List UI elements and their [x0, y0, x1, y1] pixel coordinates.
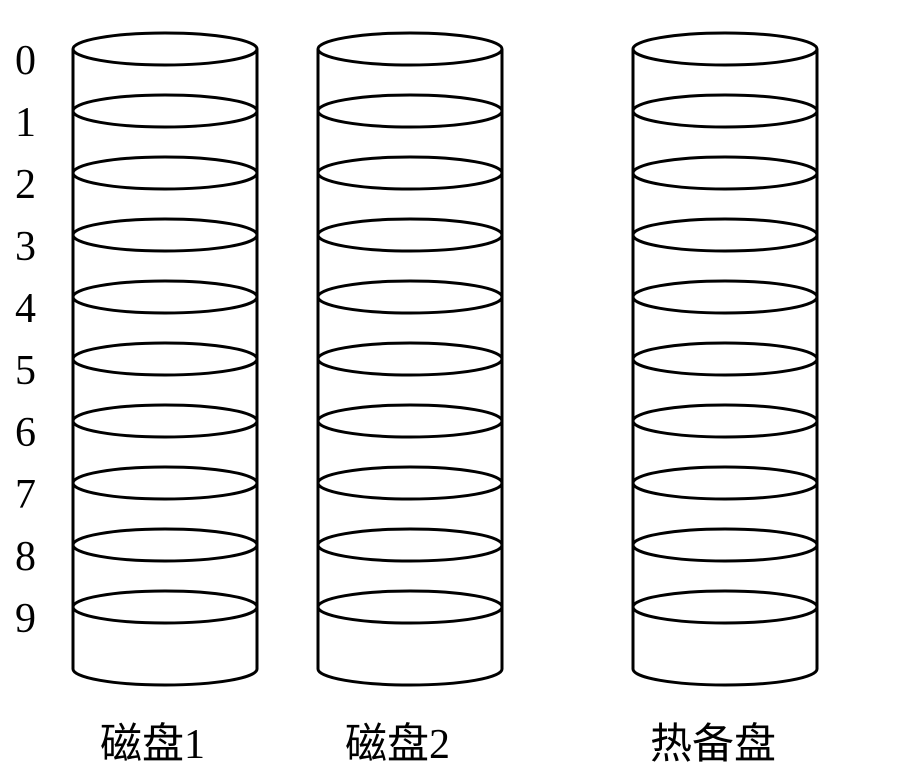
spare-disk-label: 热备盘: [650, 710, 776, 771]
row-label: 3: [15, 216, 36, 278]
row-label: 0: [15, 30, 36, 92]
disk-label-1: 磁盘1: [100, 710, 205, 771]
row-label: 1: [15, 92, 36, 154]
row-labels-column: 0 1 2 3 4 5 6 7 8 9: [15, 30, 36, 650]
row-label: 6: [15, 402, 36, 464]
row-label: 9: [15, 588, 36, 650]
row-label: 4: [15, 278, 36, 340]
disk-array-diagram: 0 1 2 3 4 5 6 7 8 9 磁盘1 磁盘2 热备盘: [0, 0, 898, 775]
disk-cylinder-1: [70, 30, 260, 688]
disk-label-2: 磁盘2: [345, 710, 450, 771]
row-label: 7: [15, 464, 36, 526]
row-label: 5: [15, 340, 36, 402]
row-label: 8: [15, 526, 36, 588]
disk-cylinder-2: [315, 30, 505, 688]
row-label: 2: [15, 154, 36, 216]
spare-disk-cylinder: [630, 30, 820, 688]
